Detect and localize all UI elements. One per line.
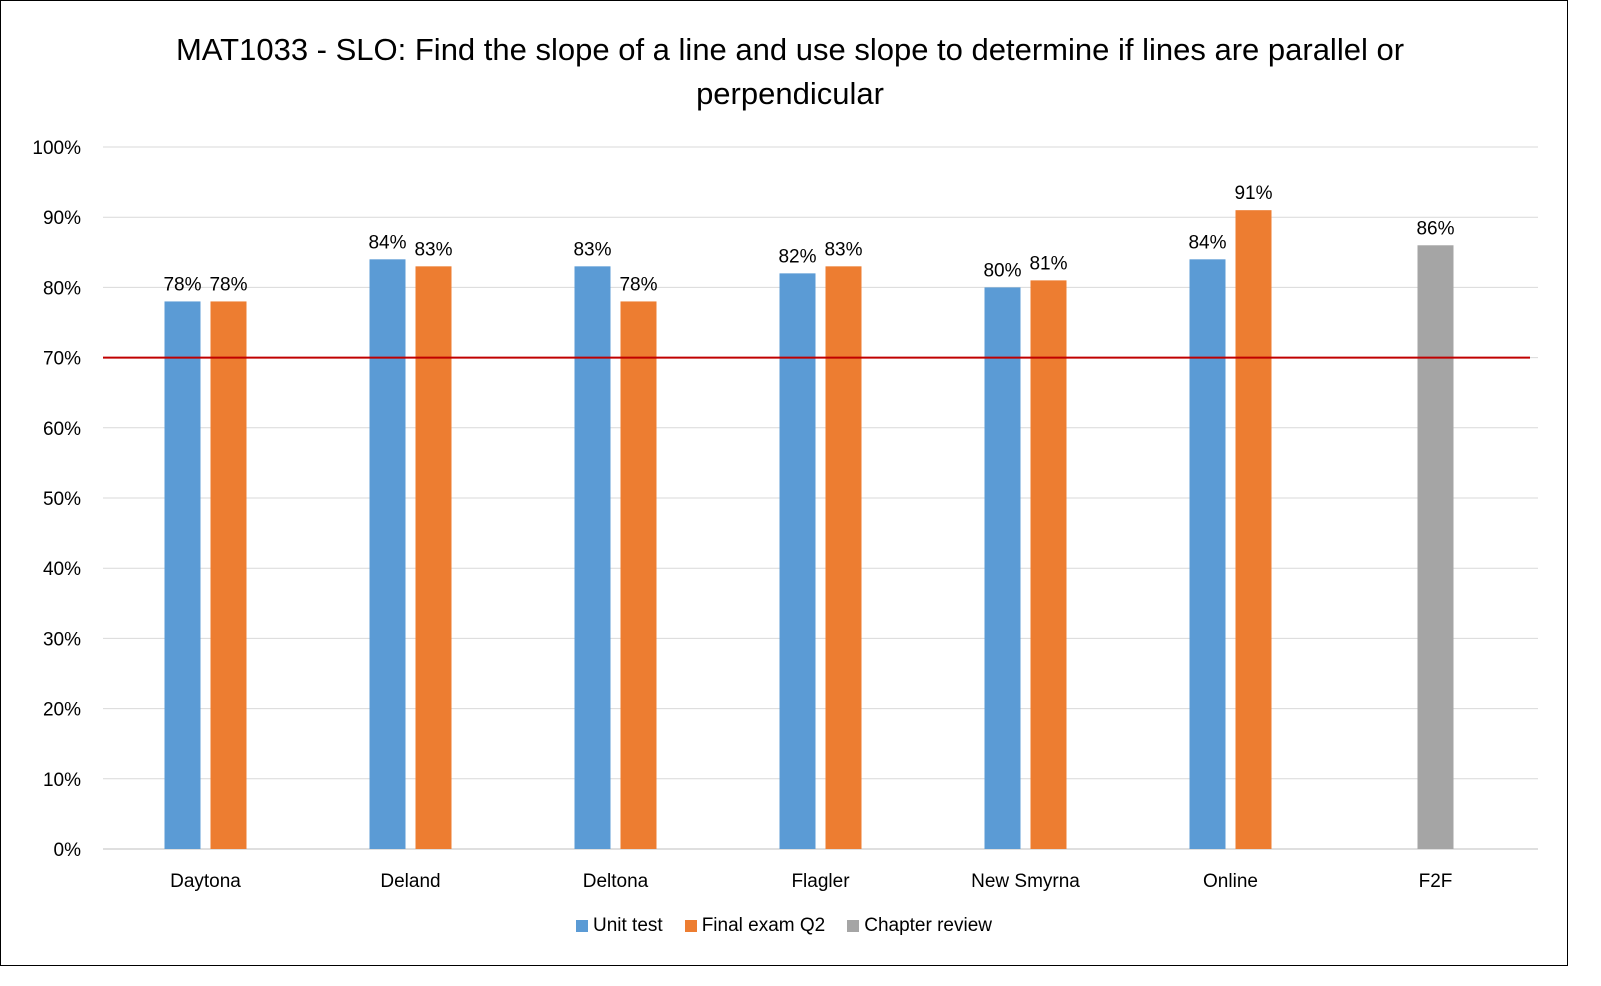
x-category-label: F2F: [1419, 871, 1453, 892]
legend-item: Final exam Q2: [684, 915, 826, 937]
legend-label: Final exam Q2: [701, 915, 826, 936]
y-tick-label: 100%: [32, 138, 81, 159]
legend-swatch: [847, 920, 860, 932]
bar-unit-test: [574, 266, 611, 850]
legend-item: Chapter review: [847, 915, 992, 937]
data-label: 86%: [1416, 218, 1454, 239]
y-tick-label: 10%: [43, 770, 81, 791]
bar-final-exam-q2: [825, 266, 862, 850]
data-label: 83%: [414, 239, 452, 260]
x-category-label: Deltona: [583, 871, 649, 892]
bar-final-exam-q2: [1030, 280, 1067, 849]
data-label: 91%: [1234, 183, 1272, 204]
y-tick-label: 20%: [43, 700, 81, 721]
bar-final-exam-q2: [620, 301, 657, 849]
y-tick-label: 40%: [43, 559, 81, 580]
y-tick-label: 60%: [43, 419, 81, 440]
data-label: 82%: [778, 246, 816, 267]
legend-label: Chapter review: [864, 915, 993, 936]
data-label: 83%: [573, 239, 611, 260]
chart-title: MAT1033 - SLO: Find the slope of a line …: [175, 32, 1405, 111]
bar-chapter-review: [1417, 245, 1454, 849]
bar-final-exam-q2: [1235, 210, 1272, 849]
legend-swatch: [575, 920, 588, 932]
bar-unit-test: [779, 273, 816, 849]
legend-swatch: [684, 920, 697, 932]
y-tick-label: 90%: [43, 208, 81, 229]
x-category-label: Deland: [380, 871, 440, 892]
y-tick-label: 50%: [43, 489, 81, 510]
x-category-label: Daytona: [170, 871, 241, 892]
x-category-label: New Smyrna: [971, 871, 1080, 892]
y-tick-label: 80%: [43, 278, 81, 299]
bar-unit-test: [369, 259, 406, 849]
y-tick-label: 70%: [43, 349, 81, 370]
data-label: 78%: [163, 274, 201, 295]
bar-unit-test: [984, 287, 1021, 849]
y-tick-label: 30%: [43, 629, 81, 650]
bar-final-exam-q2: [210, 301, 247, 849]
y-tick-label: 0%: [54, 840, 82, 861]
data-label: 78%: [619, 274, 657, 295]
data-label: 84%: [368, 232, 406, 253]
bar-unit-test: [1189, 259, 1226, 849]
data-label: 84%: [1188, 232, 1226, 253]
legend-label: Unit test: [592, 915, 663, 936]
x-category-label: Online: [1203, 871, 1258, 892]
bar-unit-test: [164, 301, 201, 849]
chart-plot: 0% 10% 20% 30% 40% 50% 60% 70% 80% 90% 100% 78% 78% D…: [32, 138, 1538, 892]
data-label: 81%: [1029, 253, 1067, 274]
legend-item: Unit test: [575, 915, 663, 937]
legend: Unit test Final exam Q2 Chapter review: [0, 915, 1568, 937]
data-label: 80%: [983, 260, 1021, 281]
x-category-label: Flagler: [791, 871, 850, 892]
data-label: 78%: [209, 274, 247, 295]
bar-final-exam-q2: [415, 266, 452, 850]
data-label: 83%: [824, 239, 862, 260]
